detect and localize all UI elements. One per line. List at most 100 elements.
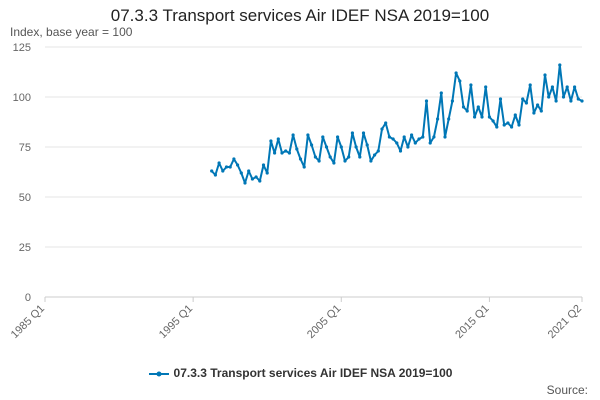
data-point[interactable]	[291, 133, 295, 137]
data-point[interactable]	[239, 171, 243, 175]
data-point[interactable]	[213, 173, 217, 177]
data-point[interactable]	[391, 137, 395, 141]
data-point[interactable]	[310, 143, 314, 147]
data-point[interactable]	[561, 95, 566, 99]
data-point[interactable]	[439, 91, 443, 95]
data-point[interactable]	[506, 121, 510, 125]
data-point[interactable]	[569, 99, 573, 103]
data-point[interactable]	[443, 135, 447, 139]
data-point[interactable]	[491, 119, 495, 123]
data-point[interactable]	[317, 159, 321, 163]
data-point[interactable]	[536, 103, 540, 107]
data-point[interactable]	[450, 99, 454, 103]
data-point[interactable]	[539, 109, 543, 113]
data-point[interactable]	[558, 63, 562, 67]
data-point[interactable]	[373, 153, 377, 157]
data-point[interactable]	[565, 85, 569, 89]
data-point[interactable]	[339, 145, 343, 149]
data-point[interactable]	[217, 161, 221, 165]
data-point[interactable]	[313, 155, 317, 159]
data-point[interactable]	[424, 99, 429, 103]
data-point[interactable]	[576, 97, 580, 101]
data-point[interactable]	[261, 163, 266, 167]
data-point[interactable]	[528, 83, 532, 87]
data-point[interactable]	[436, 117, 440, 121]
data-point[interactable]	[284, 149, 288, 153]
data-point[interactable]	[554, 99, 558, 103]
data-point[interactable]	[265, 171, 269, 175]
data-point[interactable]	[336, 135, 340, 139]
data-point[interactable]	[328, 155, 332, 159]
data-point[interactable]	[495, 125, 499, 129]
data-point[interactable]	[484, 85, 488, 89]
data-point[interactable]	[358, 155, 362, 159]
data-point[interactable]	[454, 71, 458, 75]
data-point[interactable]	[395, 141, 399, 145]
data-point[interactable]	[280, 151, 284, 155]
data-point[interactable]	[398, 149, 403, 153]
data-point[interactable]	[332, 161, 336, 165]
data-point[interactable]	[410, 133, 414, 137]
data-point[interactable]	[532, 111, 536, 115]
data-point[interactable]	[421, 135, 425, 139]
data-point[interactable]	[254, 175, 258, 179]
data-point[interactable]	[247, 169, 251, 173]
data-point[interactable]	[517, 123, 521, 127]
data-point[interactable]	[250, 177, 254, 181]
data-point[interactable]	[287, 151, 291, 155]
data-point[interactable]	[369, 159, 373, 163]
data-point[interactable]	[361, 131, 366, 135]
data-point[interactable]	[269, 139, 273, 143]
data-point[interactable]	[224, 165, 229, 169]
data-point[interactable]	[298, 157, 303, 161]
data-point[interactable]	[465, 109, 469, 113]
data-point[interactable]	[469, 83, 473, 87]
data-point[interactable]	[550, 85, 555, 89]
data-point[interactable]	[350, 131, 354, 135]
data-point[interactable]	[228, 165, 232, 169]
data-point[interactable]	[473, 115, 477, 119]
data-point[interactable]	[406, 145, 410, 149]
data-point[interactable]	[521, 97, 525, 101]
data-point[interactable]	[324, 145, 329, 149]
data-point[interactable]	[428, 141, 432, 145]
data-point[interactable]	[354, 145, 358, 149]
data-point[interactable]	[276, 137, 280, 141]
data-point[interactable]	[232, 157, 236, 161]
data-point[interactable]	[543, 73, 547, 77]
data-point[interactable]	[524, 101, 529, 105]
legend[interactable]: 07.3.3 Transport services Air IDEF NSA 2…	[0, 366, 600, 380]
data-point[interactable]	[295, 147, 299, 151]
data-point[interactable]	[343, 159, 347, 163]
data-point[interactable]	[258, 179, 262, 183]
data-point[interactable]	[376, 149, 380, 153]
data-point[interactable]	[402, 135, 406, 139]
data-point[interactable]	[413, 141, 417, 145]
data-point[interactable]	[365, 143, 369, 147]
data-point[interactable]	[510, 125, 514, 129]
data-point[interactable]	[273, 151, 277, 155]
data-point[interactable]	[480, 115, 484, 119]
data-point[interactable]	[347, 155, 351, 159]
data-point[interactable]	[573, 85, 577, 89]
data-point[interactable]	[417, 137, 421, 141]
data-point[interactable]	[458, 79, 462, 83]
data-point[interactable]	[502, 123, 506, 127]
data-point[interactable]	[243, 181, 247, 185]
data-point[interactable]	[306, 133, 310, 137]
data-point[interactable]	[432, 135, 436, 139]
data-point[interactable]	[487, 115, 491, 119]
data-point[interactable]	[387, 135, 391, 139]
data-point[interactable]	[498, 97, 503, 101]
data-point[interactable]	[447, 117, 451, 121]
data-point[interactable]	[380, 127, 384, 131]
data-point[interactable]	[236, 163, 240, 167]
data-point[interactable]	[321, 135, 325, 139]
data-point[interactable]	[221, 169, 225, 173]
data-point[interactable]	[547, 95, 551, 99]
data-point[interactable]	[302, 165, 306, 169]
data-point[interactable]	[476, 105, 480, 109]
data-point[interactable]	[461, 105, 466, 109]
data-point[interactable]	[384, 121, 388, 125]
data-point[interactable]	[210, 169, 214, 173]
